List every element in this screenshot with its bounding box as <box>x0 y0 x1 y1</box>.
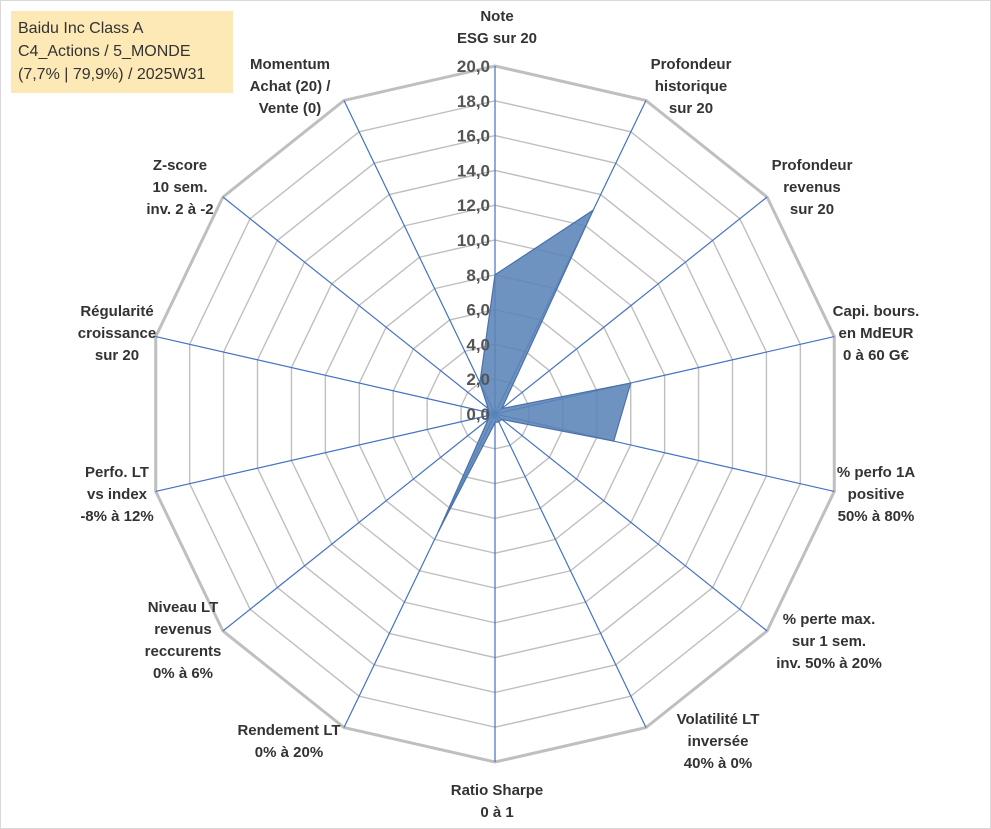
axis-label-line: Profondeur <box>772 157 853 174</box>
axis-label: Profondeur revenus sur 20 <box>772 157 853 218</box>
tick-label: 0,0 <box>466 405 490 424</box>
axis-spoke <box>155 413 496 493</box>
axis-label-line: % perfo 1A <box>837 464 916 481</box>
axis-label-line: inv. 50% à 20% <box>776 655 882 672</box>
axis-label-line: Volatilité LT <box>677 711 760 728</box>
axis-label-line: Profondeur <box>651 56 732 73</box>
tick-label: 14,0 <box>457 161 490 180</box>
tick-label: 18,0 <box>457 92 490 111</box>
axis-spoke <box>494 196 768 415</box>
axis-label-line: inv. 2 à -2 <box>146 201 213 218</box>
axis-spoke <box>494 413 768 632</box>
axis-label-line: Achat (20) / <box>250 78 332 95</box>
axis-label: Note ESG sur 20 <box>457 8 537 47</box>
axis-label-line: 0% à 20% <box>255 744 323 761</box>
axis-label-line: inversée <box>688 733 749 750</box>
axis-spoke <box>222 196 496 415</box>
axis-label-line: croissance <box>78 325 156 342</box>
tick-label: 20,0 <box>457 57 490 76</box>
axis-label-line: historique <box>655 78 728 95</box>
axis-label: Niveau LT revenus reccurents 0% à 6% <box>145 599 222 682</box>
axis-label-line: Niveau LT <box>148 599 219 616</box>
axis-label-line: sur 1 sem. <box>792 633 866 650</box>
tick-label: 10,0 <box>457 231 490 250</box>
axis-label-line: 50% à 80% <box>838 508 915 525</box>
radar-axis-labels: Note ESG sur 20 Profondeur historique sur 20… <box>78 8 920 821</box>
title-line-1: Baidu Inc Class A <box>18 20 144 37</box>
axis-label: Régularité croissance sur 20 <box>78 303 156 364</box>
axis-label: Volatilité LT inversée 40% à 0% <box>677 711 760 772</box>
axis-label-line: Note <box>480 8 513 25</box>
axis-label-line: positive <box>848 486 905 503</box>
title-line-3: (7,7% | 79,9%) / 2025W31 <box>18 66 206 83</box>
axis-label-line: sur 20 <box>669 100 713 117</box>
axis-label-line: -8% à 12% <box>80 508 153 525</box>
axis-label-line: 0 à 60 G€ <box>843 347 910 364</box>
axis-label-line: Ratio Sharpe <box>451 782 544 799</box>
axis-label-line: Régularité <box>80 303 153 320</box>
axis-label-line: ESG sur 20 <box>457 30 537 47</box>
axis-label-line: % perte max. <box>783 611 876 628</box>
axis-label-line: 40% à 0% <box>684 755 752 772</box>
axis-spoke <box>222 413 496 632</box>
axis-label-line: Rendement LT <box>237 722 340 739</box>
axis-label-line: 10 sem. <box>152 179 207 196</box>
axis-label: Capi. bours. en MdEUR 0 à 60 G€ <box>833 303 920 364</box>
axis-label-line: Momentum <box>250 56 330 73</box>
axis-label: Momentum Achat (20) / Vente (0) <box>250 56 332 117</box>
axis-label: Perfo. LT vs index -8% à 12% <box>80 464 153 525</box>
axis-spoke <box>155 335 496 415</box>
axis-label: Rendement LT 0% à 20% <box>237 722 340 761</box>
tick-label: 8,0 <box>466 266 490 285</box>
title-line-2: C4_Actions / 5_MONDE <box>18 43 191 60</box>
axis-label-line: Capi. bours. <box>833 303 920 320</box>
radar-series <box>437 208 632 532</box>
axis-label-line: reccurents <box>145 643 222 660</box>
tick-label: 2,0 <box>466 370 490 389</box>
chart-title-box: Baidu Inc Class A C4_Actions / 5_MONDE (… <box>11 11 233 93</box>
axis-label-line: sur 20 <box>95 347 139 364</box>
axis-label: % perte max. sur 1 sem. inv. 50% à 20% <box>776 611 882 672</box>
axis-label-line: Vente (0) <box>259 100 322 117</box>
axis-label-line: Perfo. LT <box>85 464 149 481</box>
axis-label-line: 0 à 1 <box>480 804 513 821</box>
axis-label: % perfo 1A positive 50% à 80% <box>837 464 916 525</box>
axis-label-line: Z-score <box>153 157 207 174</box>
tick-label: 4,0 <box>466 335 490 354</box>
axis-label-line: revenus <box>154 621 212 638</box>
axis-label-line: en MdEUR <box>839 325 914 342</box>
axis-label-line: revenus <box>783 179 841 196</box>
axis-label: Z-score 10 sem. inv. 2 à -2 <box>146 157 213 218</box>
axis-spoke <box>343 100 496 415</box>
axis-label-line: sur 20 <box>790 201 834 218</box>
axis-label-line: 0% à 6% <box>153 665 213 682</box>
tick-label: 6,0 <box>466 301 490 320</box>
axis-spoke <box>494 413 647 728</box>
axis-label: Profondeur historique sur 20 <box>651 56 732 117</box>
axis-label-line: vs index <box>87 486 148 503</box>
tick-label: 12,0 <box>457 196 490 215</box>
tick-label: 16,0 <box>457 127 490 146</box>
radar-tick-labels: 0,0 2,0 4,0 6,0 8,0 10,0 12,0 14,0 16,0 18,0 20,0 <box>457 57 490 424</box>
axis-label: Ratio Sharpe 0 à 1 <box>451 782 544 821</box>
